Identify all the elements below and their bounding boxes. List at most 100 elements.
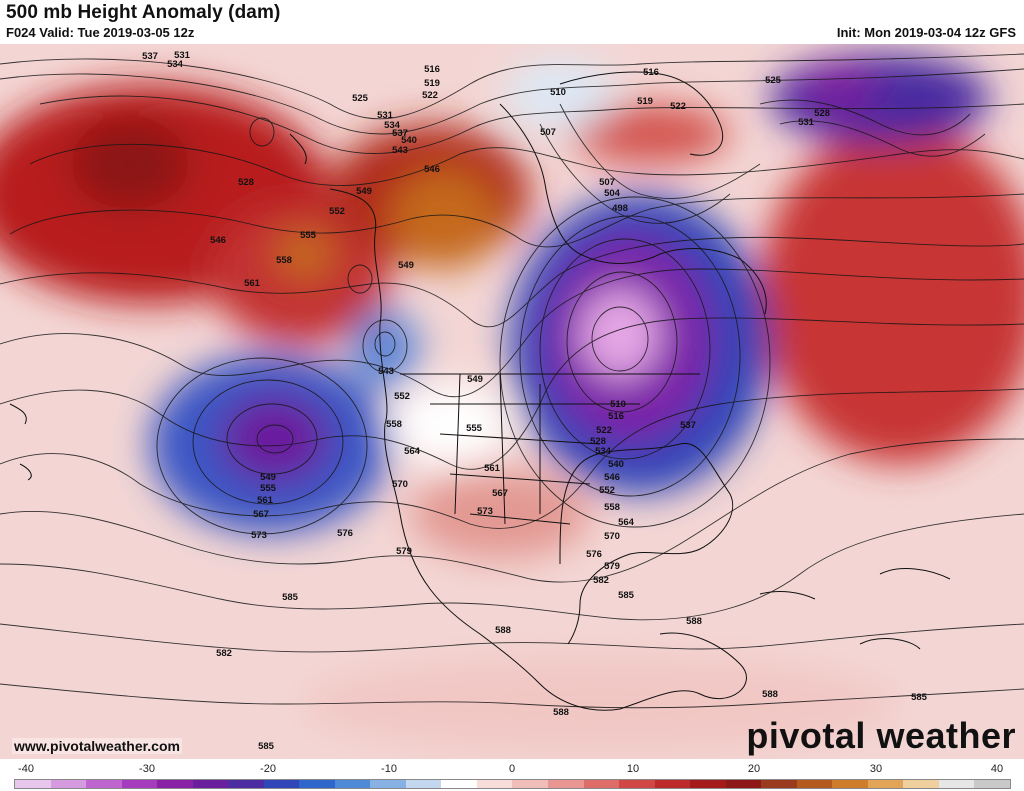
contour-label: 531 — [174, 50, 191, 61]
colorbar-swatch — [50, 780, 87, 788]
contour-label: 585 — [911, 692, 928, 703]
contour-label: 522 — [422, 90, 438, 101]
colorbar-swatch — [832, 780, 868, 788]
contour-label: 549 — [356, 186, 372, 197]
pivotal-weather-logo: pivotal weather — [746, 715, 1016, 756]
contour-label: 552 — [394, 391, 410, 402]
contour-label: 507 — [540, 127, 556, 138]
contour-label: 534 — [595, 446, 612, 457]
contour-label: 585 — [618, 590, 635, 601]
colorbar-swatch — [192, 780, 229, 788]
contour-label: 537 — [142, 51, 158, 62]
colorbar-swatch — [867, 780, 904, 788]
contour-label: 537 — [392, 128, 408, 139]
colorbar-swatch — [263, 780, 300, 788]
contour-label: 588 — [762, 689, 778, 700]
colorbar-swatch — [15, 780, 51, 788]
contour-label: 528 — [238, 177, 254, 188]
contour-label: 564 — [618, 517, 635, 528]
anomaly-map: 537 534 531 525 516 519 522 528 531 534 … — [0, 44, 1024, 759]
contour-label: 579 — [604, 561, 620, 572]
contour-label: 576 — [586, 549, 602, 560]
contour-label: 534 — [167, 59, 184, 70]
contour-label: 558 — [276, 255, 292, 266]
valid-time: F024 Valid: Tue 2019-03-05 12z — [6, 25, 195, 40]
contour-label: 588 — [686, 616, 702, 627]
coastlines — [9, 71, 951, 711]
contour-label: 558 — [386, 419, 402, 430]
colorbar-swatch — [334, 780, 371, 788]
contour-label: 510 — [550, 87, 566, 98]
contour-label: 570 — [392, 479, 408, 490]
contour-label: 555 — [466, 423, 483, 434]
colorbar-tick-label: 0 — [508, 763, 516, 775]
colorbar-swatch — [405, 780, 442, 788]
colorbar-swatch — [512, 780, 548, 788]
colorbar-swatch — [690, 780, 726, 788]
contour-label: 588 — [495, 625, 511, 636]
contour-label: 519 — [424, 78, 440, 89]
colorbar-swatch — [654, 780, 691, 788]
colorbar-swatch — [725, 780, 762, 788]
contour-label: 567 — [492, 488, 508, 499]
contour-label: 537 — [680, 420, 696, 431]
contour-label: 543 — [378, 366, 394, 377]
contour-label: 585 — [258, 741, 275, 752]
contour-label: 549 — [260, 472, 276, 483]
contour-label: 561 — [244, 278, 261, 289]
colorbar-tick-label: -10 — [381, 763, 397, 775]
colorbar: -40 -30 -20 -10 0 10 20 30 40 — [0, 759, 1024, 791]
contour-label: 528 — [590, 436, 606, 447]
contour-label: 525 — [765, 75, 782, 86]
contour-label: 546 — [604, 472, 620, 483]
contour-label: 558 — [604, 502, 620, 513]
contour-label: 552 — [599, 485, 615, 496]
colorbar-swatch — [796, 780, 833, 788]
init-time: Init: Mon 2019-03-04 12z GFS — [836, 25, 1016, 40]
contour-label: 573 — [477, 506, 493, 517]
contour-label: 522 — [670, 101, 686, 112]
contour-label: 531 — [798, 117, 815, 128]
contour-label: 582 — [216, 648, 232, 659]
contour-label: 582 — [593, 575, 609, 586]
colorbar-swatch — [228, 780, 264, 788]
site-url: www.pivotalweather.com — [12, 738, 182, 754]
colorbar-swatch — [476, 780, 513, 788]
header: 500 mb Height Anomaly (dam) F024 Valid: … — [0, 0, 1024, 44]
colorbar-swatch — [86, 780, 122, 788]
contour-label-layer: 537 534 531 525 516 519 522 528 531 534 … — [142, 50, 928, 752]
colorbar-tick-label: 30 — [869, 763, 883, 775]
contour-label: 519 — [637, 96, 653, 107]
contour-label: 570 — [604, 531, 620, 542]
contour-label: 534 — [384, 120, 401, 131]
contour-label: 555 — [300, 230, 317, 241]
colorbar-tick-label: -20 — [260, 763, 276, 775]
colorbar-swatch — [157, 780, 193, 788]
contour-label: 573 — [251, 530, 267, 541]
chart-title: 500 mb Height Anomaly (dam) — [6, 2, 281, 23]
contour-label: 552 — [329, 206, 345, 217]
contour-label: 504 — [604, 188, 621, 199]
contour-label: 510 — [610, 399, 626, 410]
colorbar-swatch — [938, 780, 975, 788]
colorbar-strip — [14, 779, 1011, 789]
contour-label: 516 — [608, 411, 624, 422]
contour-label: 549 — [398, 260, 414, 271]
colorbar-tick-label: 20 — [747, 763, 761, 775]
colorbar-swatch — [583, 780, 620, 788]
contour-label: 579 — [396, 546, 412, 557]
contour-label: 555 — [260, 483, 277, 494]
contour-label: 531 — [377, 110, 394, 121]
contour-label: 522 — [596, 425, 612, 436]
colorbar-tick-label: 10 — [626, 763, 640, 775]
contour-label: 546 — [210, 235, 226, 246]
contour-label: 546 — [424, 164, 440, 175]
contour-label: 540 — [608, 459, 624, 470]
contour-label: 588 — [553, 707, 569, 718]
contour-label: 561 — [484, 463, 501, 474]
map-canvas: 537 534 531 525 516 519 522 528 531 534 … — [0, 44, 1024, 759]
contour-label: 564 — [404, 446, 421, 457]
contour-label: 585 — [282, 592, 299, 603]
colorbar-tick-label: -40 — [18, 763, 34, 775]
colorbar-swatch — [761, 780, 797, 788]
